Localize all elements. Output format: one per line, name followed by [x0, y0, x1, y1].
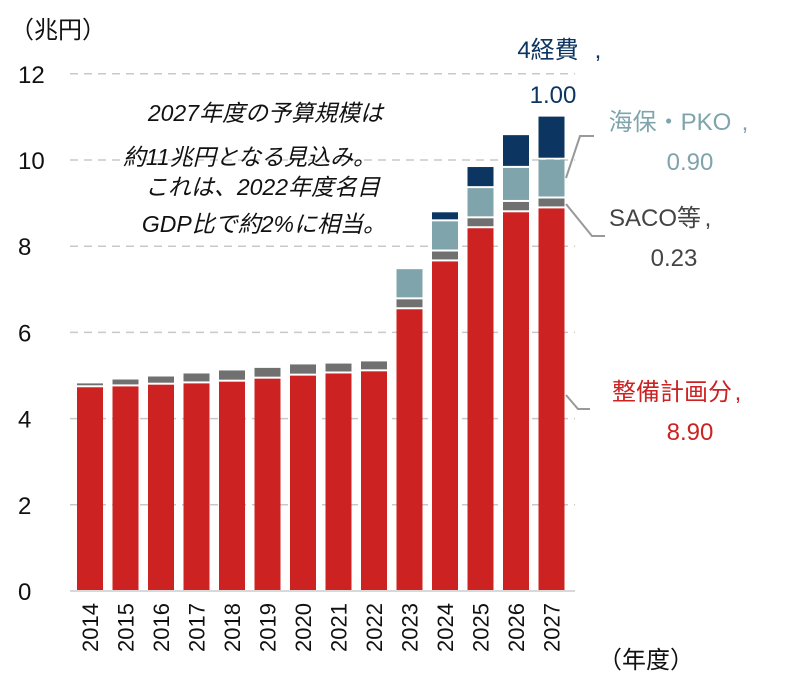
legend-comma: , — [735, 379, 742, 406]
x-tick-label: 2027 — [540, 603, 565, 652]
x-tick-label: 2015 — [114, 603, 139, 652]
bar-segment — [503, 201, 529, 211]
bar-segment — [432, 261, 458, 590]
x-tick-label: 2024 — [433, 603, 458, 652]
bar-stack-2021 — [325, 363, 352, 590]
bar-segment — [467, 167, 494, 187]
annotation-line: GDP比で約2%に相当。 — [142, 211, 386, 237]
y-tick-label: 6 — [18, 320, 31, 347]
bar-stack-2017 — [183, 373, 210, 590]
bar-segment — [538, 159, 565, 197]
legend-comma: , — [705, 205, 712, 232]
bar-segment — [432, 212, 458, 220]
bar-segment — [112, 379, 139, 385]
bar-segment — [325, 363, 352, 372]
bar-segment — [467, 188, 494, 217]
bar-stack-2014 — [77, 383, 103, 590]
bar-segment — [361, 361, 387, 370]
annotation-line: 約11兆円となる見込み。 — [123, 144, 376, 170]
bar-segment — [254, 367, 281, 377]
x-tick-label: 2014 — [78, 603, 103, 652]
bar-segment — [432, 251, 458, 260]
x-tick-label: 2018 — [220, 603, 245, 652]
bar-segment — [538, 208, 565, 590]
x-tick-label: 2019 — [256, 603, 281, 652]
bar-stack-2020 — [290, 364, 316, 590]
bar-segment — [254, 378, 281, 590]
bar-stack-2016 — [148, 376, 174, 590]
bar-segment — [112, 386, 139, 590]
bar-segment — [148, 376, 174, 383]
legend-label-pko: 海保・PKO — [609, 109, 732, 136]
x-tick-label: 2026 — [504, 603, 529, 652]
bar-segment — [538, 198, 565, 207]
bar-segment — [538, 116, 565, 158]
legend-value-saco: 0.23 — [651, 245, 698, 272]
legend-comma: , — [742, 109, 749, 136]
legend-label-seibi: 整備計画分 — [612, 379, 732, 406]
bar-stack-2027 — [538, 116, 565, 590]
bar-segment — [290, 364, 316, 374]
y-tick-label: 2 — [18, 493, 31, 520]
bar-segment — [467, 228, 494, 590]
bar-segment — [503, 135, 529, 166]
bar-segment — [148, 384, 174, 590]
bar-stack-2022 — [361, 361, 387, 590]
y-tick-label: 10 — [18, 148, 45, 175]
y-tick-label: 0 — [18, 579, 31, 606]
y-tick-label: 4 — [18, 407, 31, 434]
legend-comma: , — [595, 37, 602, 64]
y-axis-unit-label: （兆円） — [10, 17, 106, 44]
leader-line-pko — [565, 135, 594, 179]
annotation-line: 2027年度の予算規模は — [147, 100, 385, 126]
bar-segment — [467, 218, 494, 227]
x-axis-unit-label: （年度） — [598, 647, 694, 674]
legend-value-pko: 0.90 — [667, 149, 714, 176]
x-tick-label: 2020 — [291, 603, 316, 652]
y-tick-label: 12 — [18, 62, 45, 89]
leader-line-saco — [565, 203, 605, 237]
bar-segment — [361, 371, 387, 590]
annotation-line: これは、2022年度名目 — [145, 174, 381, 200]
bar-segment — [77, 387, 103, 590]
annotation-text: 2027年度の予算規模は 約11兆円となる見込み。 これは、2022年度名目 G… — [123, 100, 386, 237]
bar-stack-2024 — [432, 212, 458, 590]
bar-segment — [219, 381, 245, 590]
bar-segment — [325, 373, 352, 590]
bar-stack-2025 — [467, 167, 494, 590]
legend-value-4keihi: 1.00 — [530, 82, 577, 109]
bar-stack-2019 — [254, 367, 281, 590]
x-tick-label: 2021 — [327, 603, 352, 652]
legend-value-seibi: 8.90 — [667, 419, 714, 446]
bar-segment — [503, 167, 529, 200]
y-tick-label: 8 — [18, 234, 31, 261]
bar-stack-2023 — [396, 269, 423, 590]
bar-segment — [503, 212, 529, 590]
bar-segment — [396, 299, 423, 308]
x-tick-label: 2023 — [398, 603, 423, 652]
bar-segment — [396, 309, 423, 590]
x-tick-label: 2025 — [469, 603, 494, 652]
x-tick-label: 2017 — [185, 603, 210, 652]
legend-label-4keihi: 4経費 — [517, 37, 578, 64]
bar-segment — [183, 383, 210, 590]
bar-segment — [396, 269, 423, 298]
leader-line-seibi — [565, 394, 590, 410]
bar-segment — [77, 383, 103, 386]
legend-label-saco: SACO等 — [609, 205, 701, 232]
bar-stack-2015 — [112, 379, 139, 590]
bar-stack-2026 — [503, 135, 529, 590]
x-tick-label: 2022 — [362, 603, 387, 652]
bar-stack-2018 — [219, 370, 245, 590]
bar-segment — [219, 370, 245, 380]
x-tick-label: 2016 — [149, 603, 174, 652]
bar-segment — [290, 375, 316, 590]
bar-segment — [183, 373, 210, 382]
bar-segment — [432, 221, 458, 250]
